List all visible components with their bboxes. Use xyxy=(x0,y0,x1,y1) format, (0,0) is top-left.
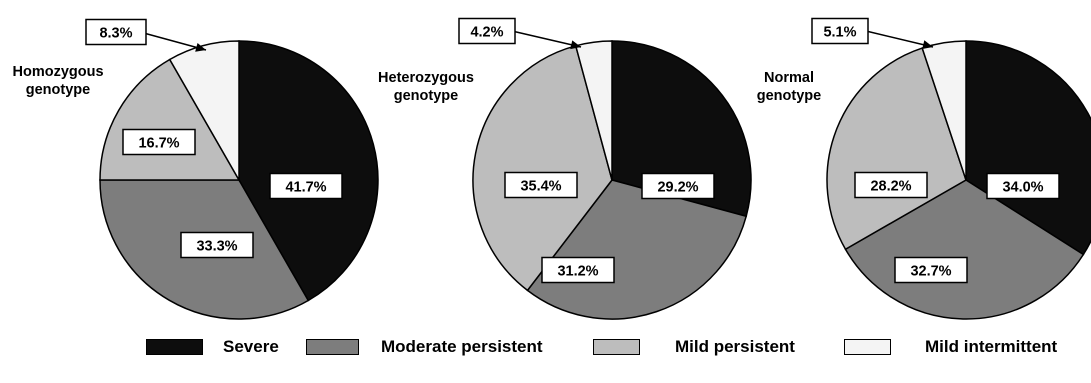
data-label-box-mild-persistent xyxy=(504,171,578,199)
data-label-box-mild-intermittent xyxy=(85,18,147,46)
data-label-severe: 34.0% xyxy=(1002,180,1043,196)
data-label-box-moderate-persistent xyxy=(894,256,968,284)
pie-chart-3: Normal genotype 34.0% 32.7% 28.2% 5.1% xyxy=(757,17,1091,320)
data-label-severe: 41.7% xyxy=(285,180,326,196)
data-label-mild-persistent: 35.4% xyxy=(520,179,561,195)
data-label-moderate-persistent: 32.7% xyxy=(910,264,951,280)
callout-arrow xyxy=(139,31,207,51)
data-label-box-severe xyxy=(641,172,715,200)
pie-slice-moderate-persistent xyxy=(844,179,1085,320)
data-label-moderate-persistent: 33.3% xyxy=(196,239,237,255)
callout-arrow xyxy=(865,30,934,48)
callout-arrow xyxy=(511,30,582,48)
data-label-box-moderate-persistent xyxy=(180,231,254,259)
data-label-box-mild-persistent xyxy=(854,171,928,199)
pie-slice-mild-persistent xyxy=(826,47,967,251)
data-label-mild-intermittent: 8.3% xyxy=(99,26,132,42)
pie-slice-severe xyxy=(238,40,379,302)
data-label-box-mild-persistent xyxy=(122,128,196,156)
data-label-box-severe xyxy=(269,172,343,200)
data-label-box-mild-intermittent xyxy=(811,17,869,45)
data-label-severe: 29.2% xyxy=(657,180,698,196)
data-label-box-severe xyxy=(986,172,1060,200)
pie-slice-mild-intermittent xyxy=(921,40,967,181)
data-label-mild-intermittent: 4.2% xyxy=(470,25,503,41)
callout-arrowhead xyxy=(570,40,581,50)
pie-title: Heterozygous genotype xyxy=(378,70,474,104)
pie-slice-mild-persistent xyxy=(472,44,613,292)
data-label-mild-persistent: 28.2% xyxy=(870,179,911,195)
data-label-moderate-persistent: 31.2% xyxy=(557,264,598,280)
callout-arrowhead xyxy=(922,40,933,50)
data-label-mild-persistent: 16.7% xyxy=(138,136,179,152)
data-label-box-mild-intermittent xyxy=(458,17,516,45)
pie-chart-2: Heterozygous genotype 29.2% 31.2% 35.4% 4.2% xyxy=(378,17,752,320)
pie-slice-moderate-persistent xyxy=(526,179,748,320)
data-label-mild-intermittent: 5.1% xyxy=(823,25,856,41)
pie-slice-severe xyxy=(611,40,752,218)
pie-chart-1: Homozygous genotype 41.7% 33.3% 16.7% 8.3% xyxy=(12,18,379,320)
pie-slice-severe xyxy=(965,40,1091,256)
pie-title: Homozygous genotype xyxy=(12,64,103,98)
data-label-box-moderate-persistent xyxy=(541,256,615,284)
pie-slice-mild-intermittent xyxy=(168,40,240,183)
callout-arrowhead xyxy=(195,43,206,52)
pie-title: Normal genotype xyxy=(757,70,821,104)
